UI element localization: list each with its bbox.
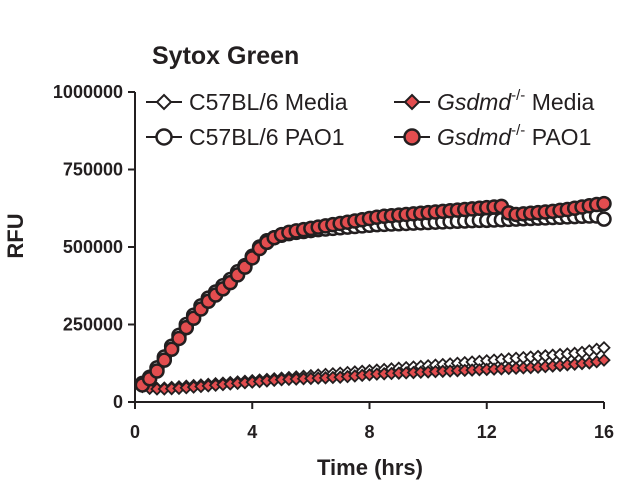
y-tick-label: 0: [113, 392, 123, 412]
y-axis-label: RFU: [3, 213, 28, 258]
series-3: [134, 195, 612, 393]
legend-label: Gsdmd-/- Media: [437, 87, 595, 115]
data-point: [149, 363, 165, 379]
legend-label: C57BL/6 Media: [189, 89, 348, 115]
data-point: [163, 341, 180, 358]
y-ticks: 0 250000 500000 750000 1000000: [53, 82, 135, 412]
data-point: [597, 353, 611, 367]
x-ticks: 0 4 8 12 16: [130, 402, 614, 442]
legend: C57BL/6 Media C57BL/6 PAO1 Gsdmd-/- Medi…: [146, 87, 595, 150]
data-point: [156, 352, 173, 368]
legend-label: C57BL/6 PAO1: [189, 124, 345, 150]
legend-circle-marker: [403, 128, 421, 146]
y-tick-label: 750000: [63, 160, 123, 180]
series-2: [135, 353, 611, 396]
legend-circle-marker: [155, 128, 173, 146]
legend-item-c57bl6-pao1: C57BL/6 PAO1: [146, 124, 345, 150]
data-point: [171, 330, 187, 347]
y-tick-label: 250000: [63, 315, 123, 335]
x-tick-label: 16: [594, 422, 614, 442]
x-tick-label: 0: [130, 422, 140, 442]
legend-diamond-marker: [403, 93, 421, 111]
legend-diamond-marker: [155, 93, 173, 111]
x-tick-label: 4: [247, 422, 257, 442]
legend-item-gsdmd-media: Gsdmd-/- Media: [394, 87, 595, 115]
data-point: [597, 340, 611, 355]
legend-label: Gsdmd-/- PAO1: [437, 122, 591, 150]
y-tick-label: 500000: [63, 237, 123, 257]
x-tick-label: 8: [364, 422, 374, 442]
chart-title: Sytox Green: [152, 42, 299, 70]
x-tick-label: 12: [477, 422, 497, 442]
data-point: [596, 211, 612, 227]
series-layer: [134, 195, 612, 396]
legend-item-gsdmd-pao1: Gsdmd-/- PAO1: [394, 122, 591, 150]
x-axis-label: Time (hrs): [317, 455, 423, 480]
data-point: [596, 195, 612, 212]
y-tick-label: 1000000: [53, 82, 123, 102]
legend-item-c57bl6-media: C57BL/6 Media: [146, 89, 348, 115]
